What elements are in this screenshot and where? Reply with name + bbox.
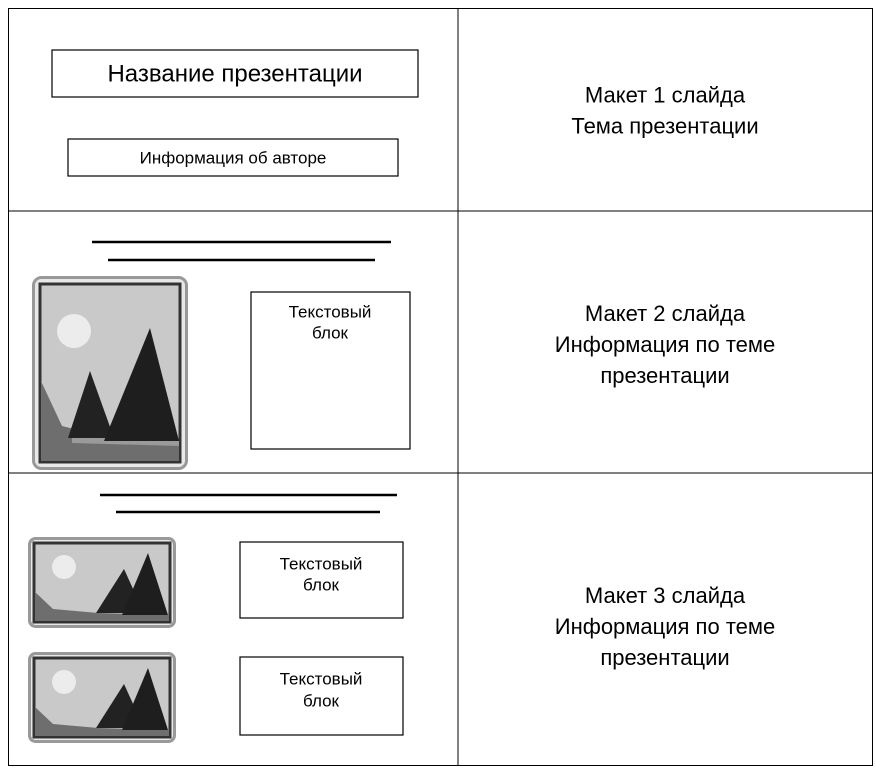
image-placeholder <box>28 652 176 743</box>
layout-description: Макет 3 слайда <box>585 583 746 608</box>
layout-description: Информация по теме <box>555 614 776 639</box>
table-grid <box>8 8 873 766</box>
layout-description: Информация по теме <box>555 332 776 357</box>
text-block-label: блок <box>303 691 340 710</box>
layout-description: Тема презентации <box>571 113 758 138</box>
text-block-label: Текстовый <box>280 554 363 573</box>
layout-description: Макет 1 слайда <box>585 82 746 107</box>
text-block-label: блок <box>303 575 340 594</box>
descriptions: Макет 1 слайда Тема презентации Макет 2 сл… <box>555 82 776 670</box>
text-block-label: Текстовый <box>280 669 363 688</box>
layout-description: Макет 2 слайда <box>585 301 746 326</box>
layout-1: Название презентации Информация об автор… <box>51 49 419 177</box>
layout-2: Текстовый блок <box>32 240 411 470</box>
text-block <box>239 656 404 736</box>
image-placeholder <box>32 276 188 470</box>
layout-description: презентации <box>600 645 729 670</box>
title-placeholder: Название презентации <box>107 60 362 87</box>
subtitle-placeholder: Информация об авторе <box>140 148 327 167</box>
title-box <box>51 49 419 98</box>
text-block <box>250 291 411 450</box>
image-placeholder <box>28 537 176 628</box>
text-block-label: Текстовый <box>289 302 372 321</box>
text-block <box>239 541 404 619</box>
text-block-label: блок <box>312 323 349 342</box>
layout-description: презентации <box>600 363 729 388</box>
layout-3: Текстовый блок Текстовый блок <box>28 493 404 743</box>
subtitle-box <box>67 138 399 177</box>
